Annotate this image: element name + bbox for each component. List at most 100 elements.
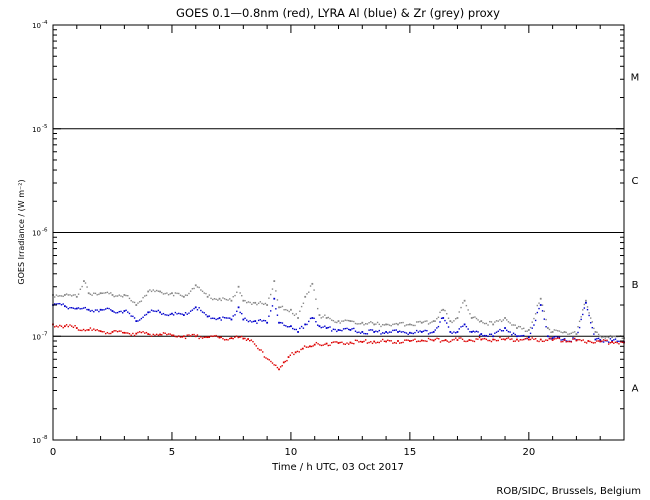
- data-point: [407, 323, 409, 326]
- data-point: [446, 313, 448, 315]
- data-point: [91, 294, 93, 296]
- data-point: [121, 296, 124, 298]
- data-point: [302, 302, 305, 304]
- series-2: [52, 323, 625, 371]
- data-point: [300, 348, 302, 351]
- data-point: [347, 343, 350, 345]
- data-point: [188, 312, 190, 314]
- data-point: [477, 331, 479, 333]
- data-point: [578, 320, 581, 323]
- data-point: [113, 295, 115, 298]
- data-point: [589, 317, 592, 319]
- data-point: [351, 342, 353, 345]
- data-point: [387, 323, 389, 326]
- data-point: [96, 309, 98, 311]
- data-point: [166, 292, 168, 294]
- data-point: [123, 294, 126, 296]
- data-point: [370, 341, 372, 343]
- data-point: [502, 319, 505, 321]
- data-point: [611, 340, 614, 342]
- data-point: [344, 319, 346, 321]
- data-point: [527, 329, 530, 331]
- data-point: [62, 326, 64, 329]
- data-point: [444, 339, 447, 341]
- data-point: [220, 319, 222, 321]
- data-point: [619, 341, 622, 343]
- data-point: [611, 336, 614, 339]
- data-point: [385, 331, 387, 333]
- data-point: [263, 303, 265, 306]
- data-point: [332, 341, 335, 343]
- data-point: [147, 333, 150, 335]
- data-point: [529, 332, 532, 335]
- data-point: [206, 336, 209, 339]
- data-point: [116, 311, 119, 314]
- data-point: [271, 362, 274, 364]
- data-point: [94, 309, 97, 311]
- data-point: [373, 340, 376, 343]
- data-point: [69, 307, 71, 309]
- data-point: [244, 337, 246, 340]
- data-point: [558, 330, 561, 332]
- data-point: [412, 339, 414, 341]
- data-point: [541, 340, 544, 342]
- data-point: [551, 331, 554, 333]
- data-point: [149, 289, 151, 291]
- data-point: [159, 290, 161, 293]
- data-point: [473, 340, 476, 343]
- data-point: [317, 343, 319, 345]
- data-point: [72, 294, 75, 296]
- data-point: [585, 299, 587, 302]
- data-point: [555, 337, 557, 340]
- data-point: [297, 331, 299, 333]
- data-point: [218, 297, 221, 300]
- data-point: [349, 329, 352, 331]
- x-tick-label: 15: [404, 447, 417, 458]
- data-point: [392, 329, 394, 332]
- data-point: [424, 320, 426, 322]
- data-point: [616, 341, 618, 344]
- data-point: [489, 339, 491, 342]
- data-point: [138, 319, 141, 321]
- data-point: [534, 338, 537, 340]
- data-point: [271, 288, 274, 290]
- data-point: [527, 336, 530, 339]
- data-point: [203, 292, 205, 294]
- data-point: [135, 320, 138, 322]
- data-point: [353, 327, 355, 330]
- data-point: [106, 331, 109, 334]
- data-point: [363, 340, 365, 343]
- data-point: [393, 341, 396, 344]
- data-point: [482, 321, 484, 324]
- data-point: [536, 311, 539, 314]
- data-point: [586, 306, 589, 308]
- data-point: [193, 307, 195, 310]
- data-point: [186, 313, 188, 315]
- data-point: [208, 294, 211, 296]
- data-point: [341, 320, 343, 322]
- data-point: [499, 328, 501, 331]
- data-point: [155, 289, 158, 292]
- data-point: [178, 312, 180, 315]
- data-point: [585, 342, 588, 344]
- data-point: [275, 308, 277, 310]
- data-point: [563, 331, 566, 333]
- data-point: [523, 334, 525, 337]
- data-point: [127, 332, 129, 334]
- data-point: [354, 322, 357, 325]
- data-point: [504, 317, 506, 319]
- data-point: [169, 333, 171, 335]
- data-point: [594, 331, 597, 333]
- data-point: [453, 338, 455, 341]
- data-point: [285, 325, 287, 327]
- data-point: [560, 339, 562, 341]
- data-point: [108, 307, 110, 310]
- data-point: [539, 297, 542, 300]
- data-point: [500, 320, 503, 323]
- data-point: [375, 330, 377, 332]
- data-point: [490, 321, 493, 323]
- data-point: [104, 332, 107, 335]
- data-point: [132, 301, 134, 303]
- data-point: [593, 333, 595, 335]
- data-point: [339, 341, 341, 344]
